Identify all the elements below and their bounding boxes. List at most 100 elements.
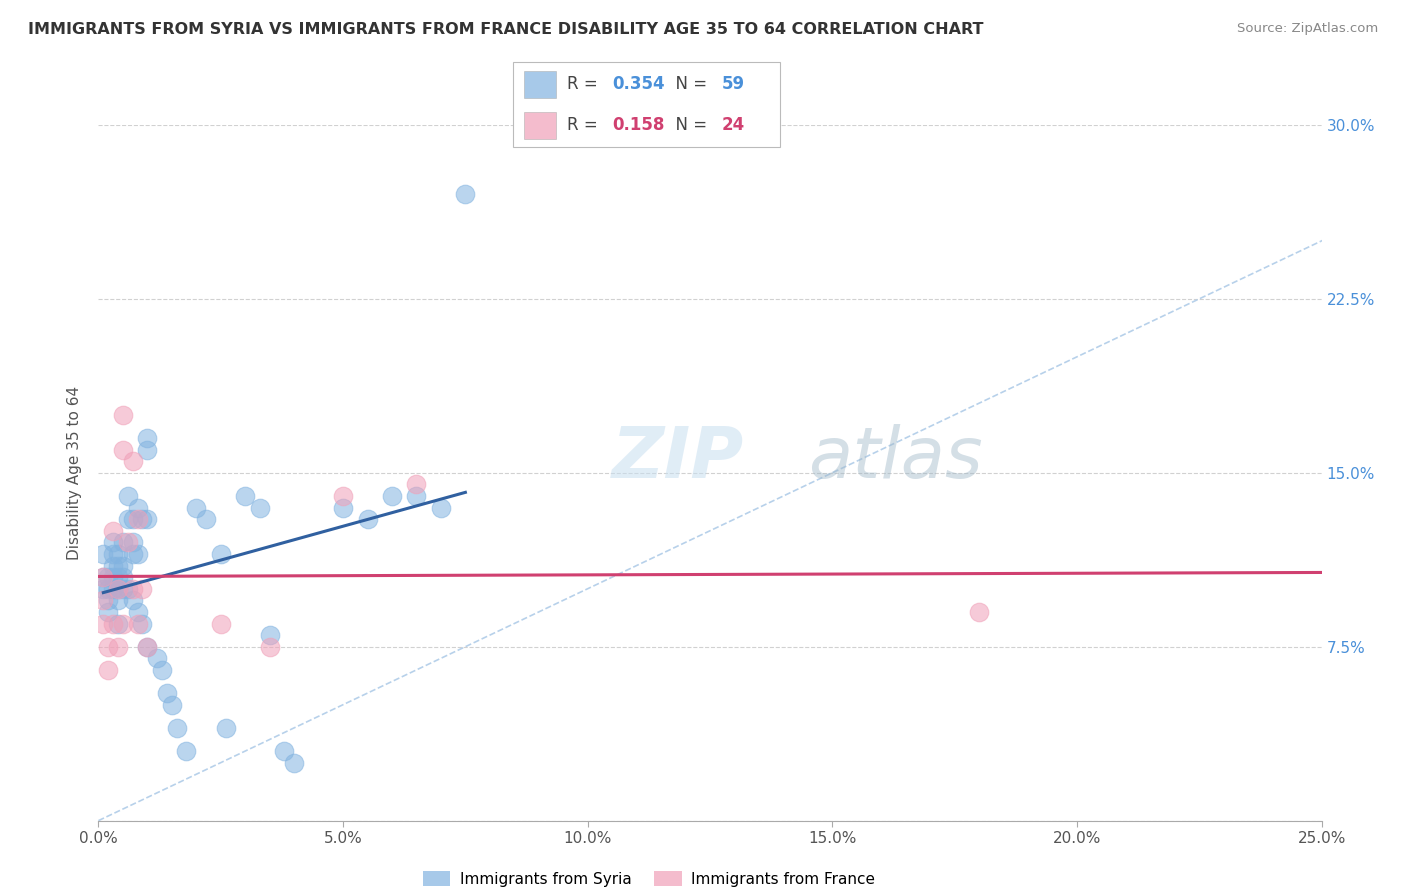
Point <box>273 744 295 758</box>
Point <box>107 558 129 573</box>
Point <box>97 640 120 654</box>
Text: atlas: atlas <box>808 425 983 493</box>
Point <box>209 547 232 561</box>
Point <box>107 582 129 596</box>
Point <box>127 500 149 515</box>
Point <box>405 489 427 503</box>
Point <box>131 512 153 526</box>
Point <box>101 582 124 596</box>
Legend: Immigrants from Syria, Immigrants from France: Immigrants from Syria, Immigrants from F… <box>416 865 882 892</box>
Point <box>259 640 281 654</box>
Point <box>454 187 477 202</box>
Text: 59: 59 <box>721 76 745 94</box>
Point <box>136 431 159 445</box>
Point <box>356 512 378 526</box>
Point <box>160 698 183 712</box>
Point <box>136 442 159 457</box>
Point <box>97 605 120 619</box>
Point <box>283 756 305 770</box>
Text: 24: 24 <box>721 116 745 134</box>
Point <box>111 570 134 584</box>
Point <box>249 500 271 515</box>
Point <box>176 744 198 758</box>
Point <box>121 535 143 549</box>
Text: Source: ZipAtlas.com: Source: ZipAtlas.com <box>1237 22 1378 36</box>
Point <box>121 512 143 526</box>
Point <box>195 512 218 526</box>
Point <box>107 570 129 584</box>
Point <box>117 535 139 549</box>
Point <box>136 640 159 654</box>
Point <box>107 582 129 596</box>
Point <box>127 616 149 631</box>
Point <box>214 721 236 735</box>
Point <box>117 582 139 596</box>
Point <box>107 547 129 561</box>
Point <box>166 721 188 735</box>
Point <box>97 582 120 596</box>
Point <box>150 663 173 677</box>
Point <box>131 582 153 596</box>
Point <box>111 408 134 422</box>
Point <box>97 593 120 607</box>
FancyBboxPatch shape <box>524 71 555 98</box>
Point <box>117 489 139 503</box>
Point <box>101 570 124 584</box>
Text: 0.354: 0.354 <box>612 76 665 94</box>
Point <box>111 442 134 457</box>
Point <box>121 582 143 596</box>
Text: N =: N = <box>665 116 713 134</box>
Point <box>121 454 143 468</box>
Point <box>101 524 124 538</box>
Point <box>101 616 124 631</box>
Point <box>107 640 129 654</box>
Point <box>91 570 114 584</box>
Text: N =: N = <box>665 76 713 94</box>
Point <box>97 663 120 677</box>
Point <box>967 605 990 619</box>
Point <box>111 535 134 549</box>
Point <box>127 605 149 619</box>
Point <box>101 535 124 549</box>
Text: IMMIGRANTS FROM SYRIA VS IMMIGRANTS FROM FRANCE DISABILITY AGE 35 TO 64 CORRELAT: IMMIGRANTS FROM SYRIA VS IMMIGRANTS FROM… <box>28 22 984 37</box>
Point <box>121 547 143 561</box>
Point <box>146 651 169 665</box>
Point <box>91 593 114 607</box>
Point <box>91 582 114 596</box>
Point <box>233 489 256 503</box>
Text: 0.158: 0.158 <box>612 116 665 134</box>
Point <box>111 616 134 631</box>
Point <box>91 616 114 631</box>
Point <box>107 616 129 631</box>
Point <box>209 616 232 631</box>
Point <box>156 686 179 700</box>
Point <box>107 593 129 607</box>
Point <box>121 593 143 607</box>
Point <box>111 582 134 596</box>
Point <box>127 512 149 526</box>
Text: ZIP: ZIP <box>612 425 744 493</box>
Point <box>117 512 139 526</box>
Point <box>91 570 114 584</box>
Text: R =: R = <box>567 116 603 134</box>
Point <box>91 547 114 561</box>
Point <box>430 500 453 515</box>
FancyBboxPatch shape <box>524 112 555 139</box>
Point <box>186 500 208 515</box>
Point <box>136 640 159 654</box>
Point <box>136 512 159 526</box>
Point <box>101 547 124 561</box>
Point <box>332 489 354 503</box>
Point <box>97 570 120 584</box>
Text: R =: R = <box>567 76 603 94</box>
FancyBboxPatch shape <box>513 62 780 147</box>
Point <box>332 500 354 515</box>
Point <box>405 477 427 491</box>
Point <box>127 547 149 561</box>
Point <box>131 616 153 631</box>
Point <box>111 558 134 573</box>
Point <box>259 628 281 642</box>
Point <box>101 558 124 573</box>
Y-axis label: Disability Age 35 to 64: Disability Age 35 to 64 <box>67 385 83 560</box>
Point <box>381 489 404 503</box>
